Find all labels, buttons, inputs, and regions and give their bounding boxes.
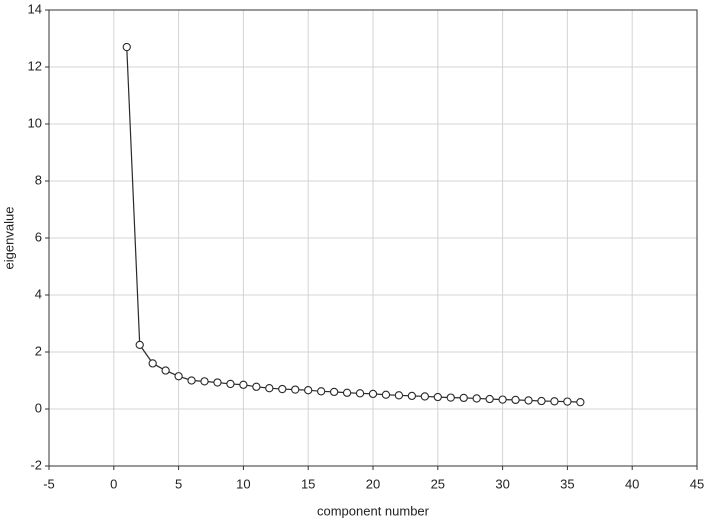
x-tick-label: 45: [690, 476, 704, 491]
x-tick-label: -5: [43, 476, 55, 491]
data-point: [213, 378, 222, 387]
data-point: [563, 397, 572, 406]
data-point: [355, 389, 365, 398]
data-point: [317, 387, 326, 396]
data-point: [511, 395, 520, 405]
data-point: [304, 386, 313, 395]
data-point: [381, 390, 391, 399]
data-point: [187, 376, 196, 385]
data-point: [407, 391, 417, 401]
data-point: [200, 377, 209, 386]
data-point: [174, 372, 183, 381]
data-point: [459, 393, 468, 403]
data-point: [498, 395, 507, 404]
data-point: [433, 392, 442, 402]
data-point: [265, 384, 274, 393]
data-point: [161, 366, 170, 375]
data-point: [420, 392, 429, 401]
data-point: [329, 387, 339, 397]
data-point: [524, 396, 533, 405]
x-tick-label: 40: [625, 476, 639, 491]
x-tick-label: 20: [366, 476, 380, 491]
series-line: [126, 47, 581, 403]
y-tick-label: 6: [35, 229, 42, 244]
y-tick-label: 4: [35, 286, 42, 301]
data-point: [446, 393, 455, 402]
data-point: [122, 42, 131, 52]
y-tick-label: 10: [28, 115, 42, 130]
data-point: [537, 396, 546, 406]
data-point: [148, 359, 157, 368]
data-point: [135, 340, 144, 350]
x-tick-label: 10: [236, 476, 250, 491]
x-tick-label: 30: [495, 476, 509, 491]
data-point: [239, 380, 248, 389]
data-point: [252, 382, 261, 391]
y-tick-label: 14: [28, 1, 42, 16]
data-point: [368, 389, 378, 399]
data-point: [226, 379, 235, 389]
x-axis-title: component number: [317, 503, 430, 518]
x-tick-label: 35: [560, 476, 574, 491]
x-tick-label: 5: [175, 476, 182, 491]
data-point: [291, 385, 300, 394]
y-tick-label: -2: [30, 457, 42, 472]
x-tick-label: 0: [110, 476, 117, 491]
y-tick-label: 12: [28, 58, 42, 73]
y-tick-label: 8: [35, 172, 42, 187]
data-point: [472, 394, 481, 403]
data-point: [394, 391, 404, 400]
data-point: [342, 388, 352, 397]
data-point: [550, 397, 559, 406]
x-tick-label: 15: [301, 476, 315, 491]
data-point: [485, 394, 494, 404]
data-point: [278, 384, 287, 394]
y-axis-title: eigenvalue: [1, 207, 16, 270]
y-tick-label: 0: [35, 400, 42, 415]
x-tick-label: 25: [431, 476, 445, 491]
y-tick-label: 2: [35, 343, 42, 358]
data-point: [576, 398, 585, 407]
plot-frame: [48, 9, 698, 467]
